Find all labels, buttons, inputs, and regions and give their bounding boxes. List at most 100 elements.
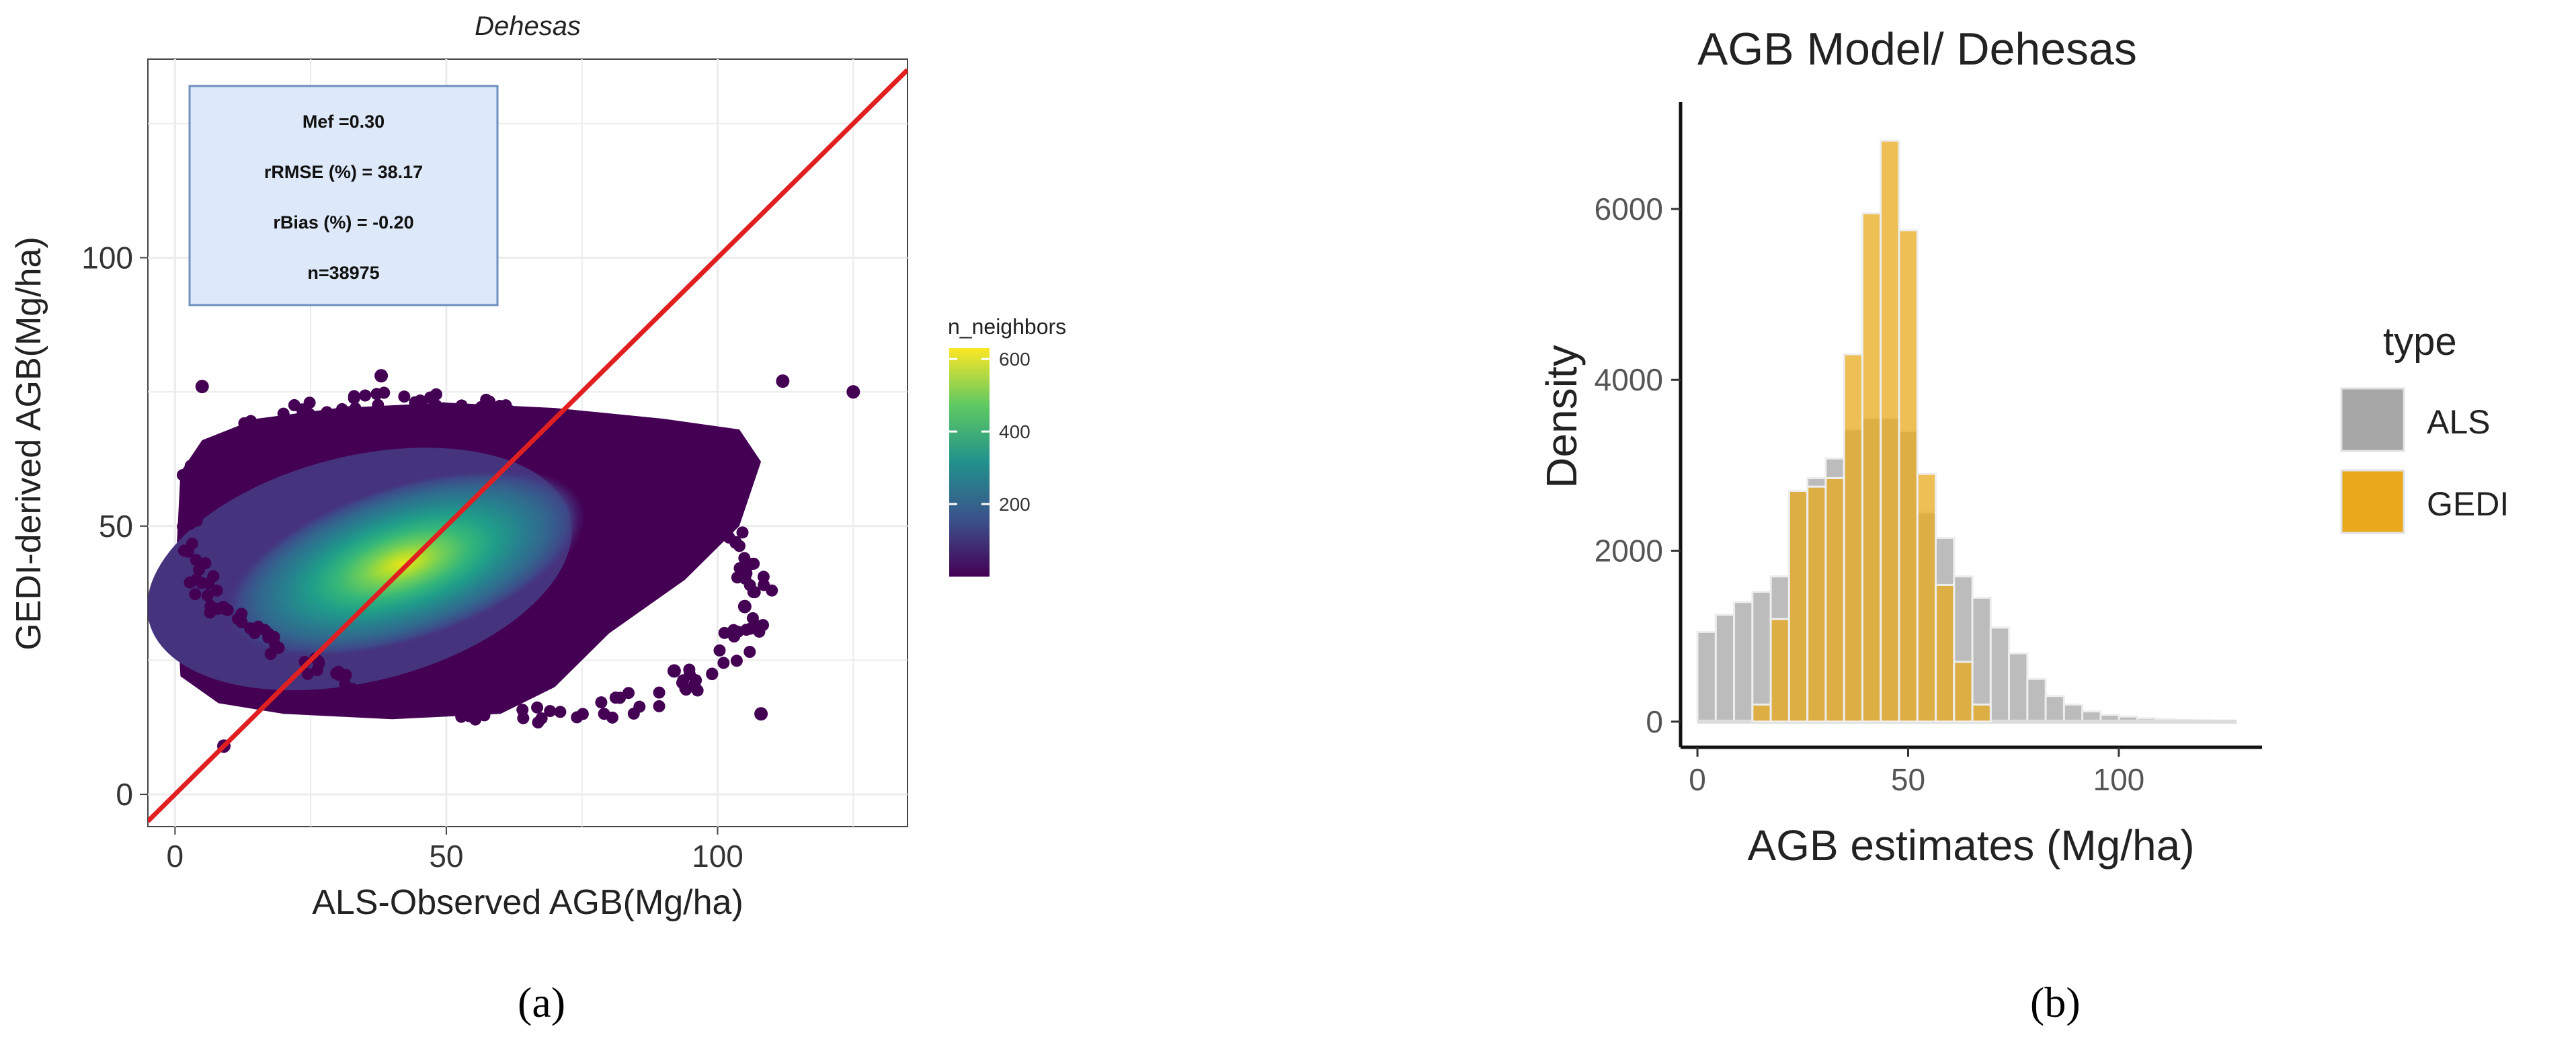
- edge-point: [736, 526, 749, 539]
- panel-b-x-label: AGB estimates (Mg/ha): [1747, 821, 2194, 870]
- edge-point: [728, 630, 741, 643]
- hist-y-tick-label-4000: 4000: [1595, 362, 1663, 397]
- edge-point: [713, 644, 726, 657]
- edge-point: [465, 405, 478, 417]
- edge-point: [681, 468, 694, 481]
- bar-gedi-8: [1898, 229, 1919, 723]
- bar-gedi-10: [1935, 583, 1956, 723]
- edge-point: [331, 411, 344, 423]
- edge-point: [359, 389, 372, 402]
- edge-point: [523, 412, 536, 425]
- bar-als-17: [2008, 652, 2029, 723]
- legend-key-gedi: [2340, 469, 2405, 534]
- edge-point: [718, 626, 731, 639]
- bar-gedi-4: [1824, 476, 1845, 723]
- edge-point: [766, 584, 778, 597]
- bar-als-0: [1696, 630, 1717, 723]
- edge-point: [544, 705, 557, 718]
- edge-point: [756, 619, 769, 632]
- edge-point: [210, 584, 223, 597]
- edge-point: [654, 466, 667, 478]
- series-gedi-bars: [1751, 139, 1992, 723]
- colorbar-label-400: 400: [999, 421, 1031, 442]
- edge-point: [717, 657, 730, 669]
- outlier-point-1: [754, 707, 768, 721]
- edge-point: [688, 677, 701, 690]
- edge-point: [301, 667, 314, 680]
- bar-gedi-9: [1916, 472, 1937, 723]
- edge-point: [579, 423, 592, 436]
- x-tick-label-100: 100: [692, 839, 743, 874]
- edge-point: [183, 503, 196, 515]
- edge-point: [190, 487, 203, 500]
- edge-point: [653, 700, 666, 712]
- edge-point: [757, 571, 770, 583]
- density-core: [220, 467, 586, 661]
- edge-point: [683, 663, 696, 676]
- legend-label-gedi: GEDI: [2427, 485, 2509, 523]
- panel-a-density-cloud: [148, 386, 778, 729]
- edge-point: [583, 437, 596, 450]
- bar-gedi-2: [1787, 490, 1809, 723]
- edge-point: [177, 544, 190, 557]
- legend-key-als: [2340, 387, 2405, 452]
- edge-point: [727, 509, 740, 521]
- outlier-point-0: [846, 385, 860, 399]
- edge-point: [479, 701, 492, 714]
- panel-a-y-label: GEDI-derived AGB(Mg/ha): [9, 237, 48, 651]
- edge-point: [378, 386, 391, 399]
- hist-y-tick-label-6000: 6000: [1595, 192, 1663, 226]
- edge-point: [689, 487, 702, 500]
- edge-point: [372, 399, 385, 411]
- edge-point: [296, 403, 309, 416]
- colorbar-gradient: [949, 348, 990, 577]
- edge-point: [631, 442, 643, 455]
- hist-x-tick-label-0: 0: [1689, 762, 1706, 797]
- bar-als-15: [1971, 596, 1992, 723]
- edge-point: [385, 681, 398, 694]
- edge-point: [469, 713, 482, 726]
- outlier-point-3: [776, 374, 790, 388]
- hist-x-tick-label-50: 50: [1891, 762, 1925, 797]
- edge-point: [571, 711, 583, 724]
- bar-gedi-3: [1806, 485, 1827, 723]
- y-tick-label-0: 0: [116, 777, 133, 812]
- edge-point: [609, 692, 622, 704]
- edge-point: [719, 497, 732, 509]
- bar-gedi-5: [1843, 353, 1863, 723]
- edge-point: [201, 484, 214, 497]
- edge-point: [208, 470, 220, 483]
- panel-a-x-axis: 0 50 100: [167, 827, 743, 874]
- bar-als-1: [1714, 614, 1736, 723]
- bar-gedi-0: [1751, 703, 1772, 723]
- edge-point: [701, 497, 714, 509]
- edge-point: [430, 700, 443, 712]
- colorbar: n_neighbors 200 400 600: [948, 315, 1066, 577]
- bar-als-20: [2062, 703, 2084, 723]
- bar-als-16: [1989, 626, 2011, 723]
- edge-point: [743, 646, 756, 659]
- edge-point: [184, 576, 196, 589]
- panel-b-y-label: Density: [1537, 345, 1586, 488]
- edge-point: [199, 557, 212, 570]
- edge-point: [333, 669, 346, 681]
- edge-point: [531, 701, 544, 714]
- edge-point: [701, 509, 714, 521]
- edge-point: [747, 586, 760, 599]
- legend-title: type: [2383, 320, 2457, 364]
- edge-point: [191, 466, 204, 479]
- colorbar-label-200: 200: [999, 494, 1031, 515]
- edge-point: [190, 554, 202, 567]
- panel-a-y-axis: 0 50 100: [81, 240, 148, 812]
- edge-point: [450, 696, 462, 709]
- stats-mef: Mef =0.30: [303, 112, 385, 132]
- outlier-point-2: [737, 599, 752, 614]
- edge-point: [498, 411, 511, 424]
- reference-line-1-to-1: [148, 68, 908, 823]
- edge-point: [238, 436, 251, 449]
- edge-point: [633, 700, 646, 713]
- edge-point: [305, 411, 318, 424]
- edge-point: [595, 696, 608, 709]
- edge-point: [480, 398, 493, 411]
